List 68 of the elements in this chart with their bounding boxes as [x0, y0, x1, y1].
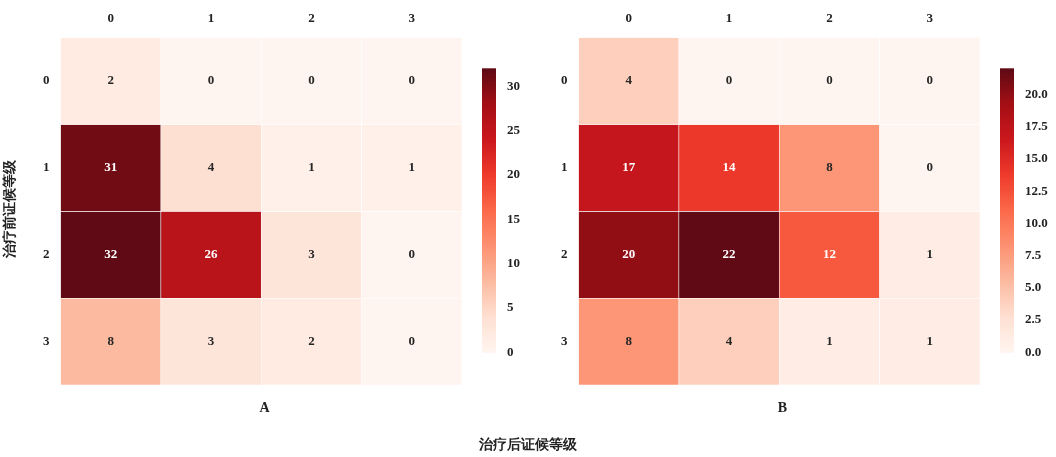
color-bar-label: 10: [507, 255, 520, 270]
data-label: 1: [926, 246, 934, 262]
x-tick-label: 0: [107, 10, 114, 26]
data-label: 26: [204, 246, 219, 262]
color-bar-label: 15: [507, 210, 521, 226]
y-tick-label: 0: [561, 72, 568, 88]
y-tick-label: 2: [43, 246, 50, 262]
color-bar-label: 12.5: [1025, 182, 1049, 198]
data-label: 3: [207, 332, 215, 348]
color-bar-label: 25: [507, 122, 521, 138]
data-label: 0: [926, 159, 934, 175]
color-bar-label: 5.0: [1025, 279, 1042, 295]
color-bar-label: 5: [507, 299, 514, 315]
data-label: 1: [826, 332, 833, 348]
data-label: 0: [408, 332, 416, 348]
x-tick-label: 0: [625, 10, 632, 26]
data-label: 20: [622, 246, 636, 262]
color-bar-label: 20.0: [1025, 85, 1048, 101]
data-label: 1: [926, 332, 934, 348]
data-label: 32: [104, 246, 118, 262]
data-label: 0: [826, 72, 833, 88]
data-label: 14: [722, 159, 737, 175]
data-label: 2: [308, 332, 315, 348]
data-label: 4: [625, 72, 633, 88]
x-tick-label: 3: [926, 10, 934, 26]
color-bar-label: 20: [507, 166, 520, 182]
data-label: 8: [625, 332, 633, 348]
x-tick-label: 2: [826, 10, 833, 26]
data-label: 8: [107, 332, 115, 348]
text: B: [776, 400, 789, 416]
data-label: 2: [107, 72, 114, 88]
y-tick-label: 3: [561, 332, 568, 348]
text: A: [258, 400, 271, 416]
data-label: 0: [408, 72, 416, 88]
data-label: 1: [308, 159, 315, 175]
color-bar-label: 30: [507, 77, 520, 93]
color-bar-label: 17.5: [1025, 118, 1049, 134]
x-tick-label: 1: [725, 10, 733, 26]
color-bar-label: 10.0: [1025, 214, 1048, 230]
y-tick-label: 3: [43, 332, 50, 348]
data-label: 31: [104, 159, 118, 175]
y-tick-label: 1: [561, 159, 568, 175]
data-label: 22: [722, 246, 736, 262]
data-label: 0: [207, 72, 215, 88]
x-tick-label: 3: [408, 10, 416, 26]
x-axis-title: 治疗后证候等级: [478, 436, 578, 454]
data-label: 12: [822, 246, 836, 262]
color-bar-label: 0: [507, 343, 514, 359]
y-tick-label: 0: [43, 72, 50, 88]
data-label: 4: [725, 332, 733, 348]
x-tick-label: 1: [207, 10, 215, 26]
data-label: 0: [308, 72, 315, 88]
data-label: 0: [408, 246, 416, 262]
data-label: 8: [826, 159, 834, 175]
color-bar-label: 0.0: [1025, 343, 1042, 359]
y-tick-label: 2: [561, 246, 568, 262]
data-label: 3: [308, 246, 316, 262]
data-label: 1: [408, 159, 416, 175]
data-label: 17: [622, 159, 636, 175]
data-label: 0: [926, 72, 934, 88]
data-label: 4: [207, 159, 215, 175]
y-tick-label: 1: [43, 159, 50, 175]
x-tick-label: 2: [308, 10, 315, 26]
color-bar-label: 7.5: [1025, 246, 1042, 262]
color-bar-label: 2.5: [1025, 311, 1042, 327]
data-label: 0: [725, 72, 733, 88]
color-bar-label: 15.0: [1025, 150, 1048, 166]
y-axis-title: 治疗前证候等级: [1, 159, 18, 260]
